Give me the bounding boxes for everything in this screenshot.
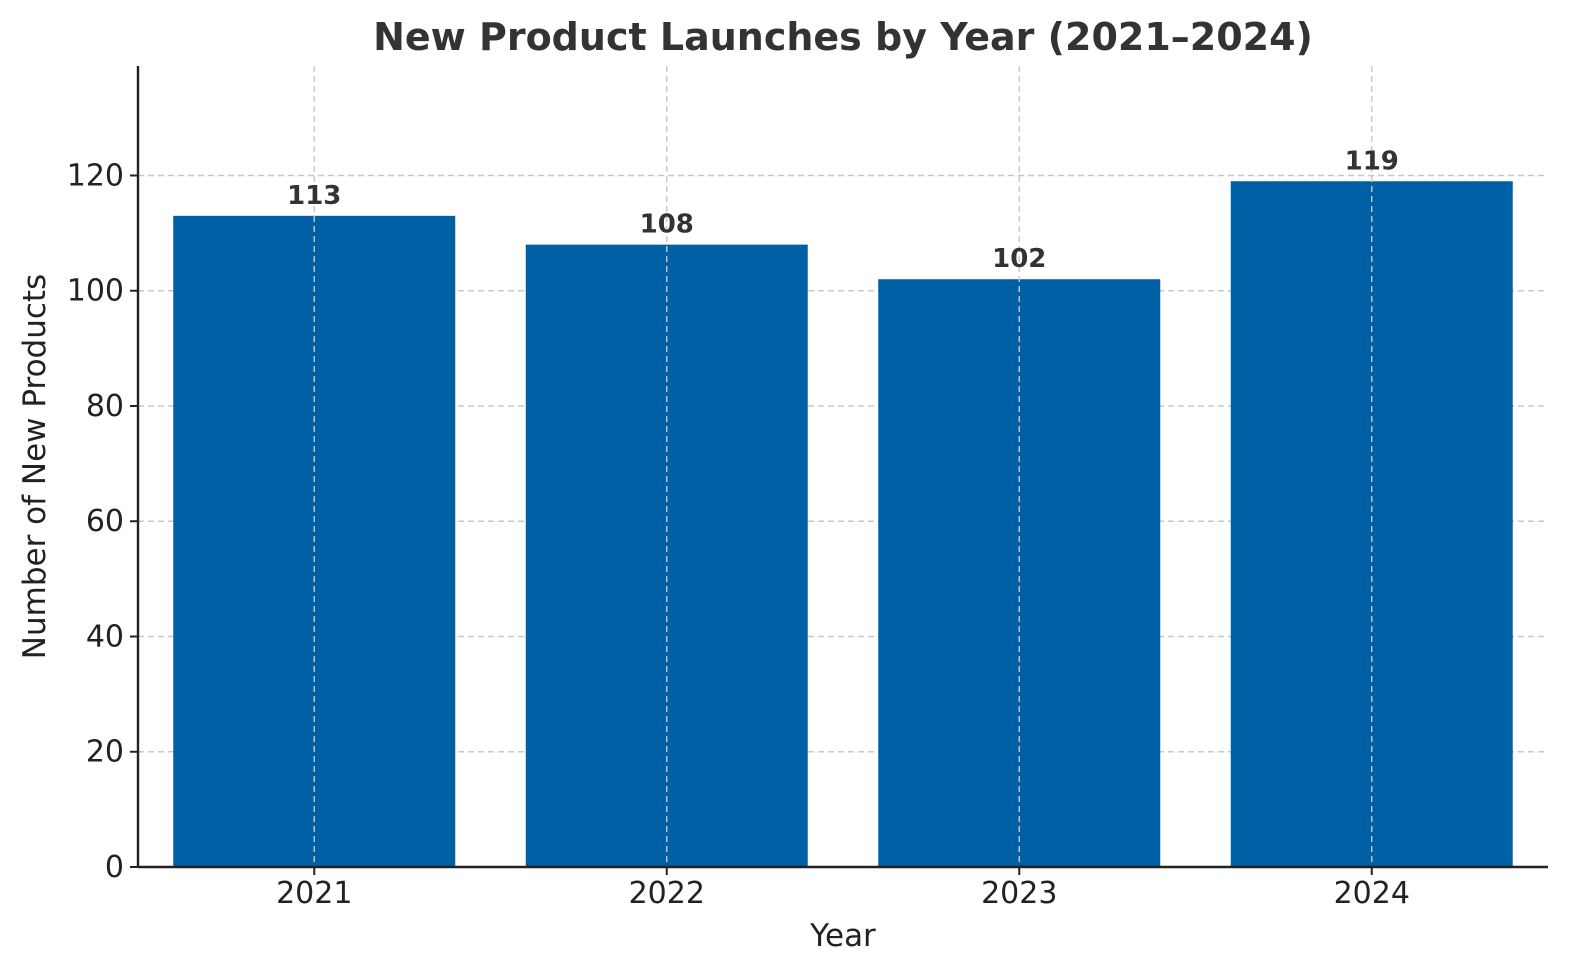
y-tick-label: 100 xyxy=(67,274,124,309)
data-label: 102 xyxy=(992,244,1046,274)
bar-2024 xyxy=(1230,181,1513,867)
data-label: 108 xyxy=(640,210,694,240)
chart-title: New Product Launches by Year (2021–2024) xyxy=(373,15,1313,59)
data-label: 119 xyxy=(1345,146,1399,176)
y-tick-label: 0 xyxy=(105,850,124,885)
x-tick-label: 2023 xyxy=(981,876,1057,911)
y-tick-label: 80 xyxy=(86,389,124,424)
data-label: 113 xyxy=(287,181,341,211)
x-ticks: 2021 2022 2023 2024 xyxy=(276,867,1410,911)
x-tick-label: 2022 xyxy=(629,876,705,911)
y-tick-label: 60 xyxy=(86,504,124,539)
x-axis-title: Year xyxy=(809,918,876,954)
y-axis-title: Number of New Products xyxy=(17,274,53,659)
y-tick-label: 120 xyxy=(67,158,124,193)
y-tick-label: 40 xyxy=(86,619,124,654)
data-labels: 113 108 102 119 xyxy=(287,146,1399,274)
bars xyxy=(173,66,1513,868)
x-tick-label: 2021 xyxy=(276,876,352,911)
axes xyxy=(136,66,1548,869)
x-tick-label: 2024 xyxy=(1334,876,1410,911)
y-tick-label: 20 xyxy=(86,735,124,770)
y-ticks: 0 20 40 60 80 100 120 xyxy=(67,158,138,885)
